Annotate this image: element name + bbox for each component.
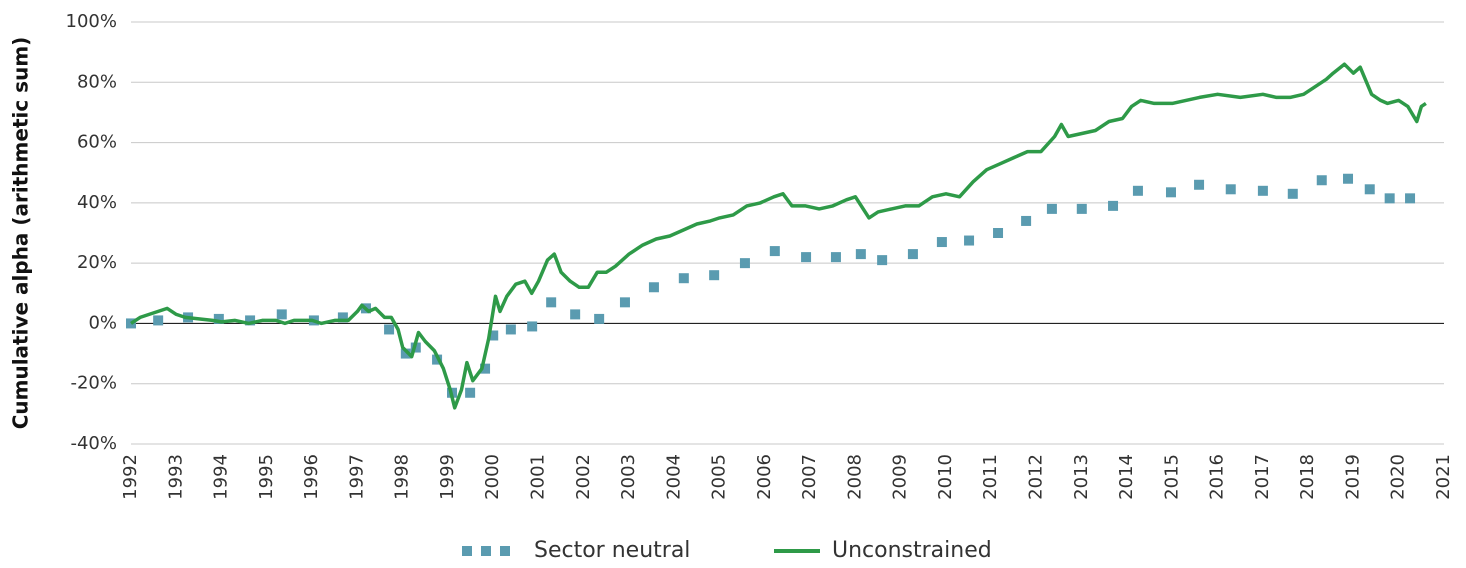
x-tick-label: 2020 [1388,454,1409,500]
marker [337,312,348,323]
x-tick-label: 2013 [1071,454,1092,500]
marker [245,315,256,326]
marker [1343,173,1354,184]
line [130,62,1427,410]
x-tick-label: 1995 [256,454,277,500]
marker [709,270,720,281]
marker [570,309,581,320]
marker [1225,184,1236,195]
x-tick-label: 1996 [301,454,322,500]
marker [1287,188,1298,199]
marker [907,249,918,260]
x-tick-label: 2008 [844,454,865,500]
y-tick-label: -20% [70,373,117,394]
marker [1021,215,1032,226]
marker [153,315,164,326]
marker [1364,184,1375,195]
x-tick-label: 2001 [527,454,548,500]
marker [1316,175,1327,186]
x-tick-label: 2000 [482,454,503,500]
y-tick-label: 0% [88,312,117,333]
x-tick-label: 2015 [1161,454,1182,500]
y-tick-label: 40% [77,192,117,213]
marker [126,318,136,329]
legend-symbol [500,546,510,556]
marker [830,252,841,263]
x-tick-label: 2011 [980,454,1001,500]
legend-symbol [481,546,491,556]
marker [1257,185,1268,196]
marker [1405,193,1416,204]
y-tick-label: 80% [77,71,117,92]
marker [1194,179,1205,190]
x-tick-label: 2010 [935,454,956,500]
x-tick-label: 2003 [618,454,639,500]
y-axis-label: Cumulative alpha (arithmetic sum) [9,37,33,430]
marker [1108,200,1119,211]
x-tick-label: 2012 [1026,454,1047,500]
marker [1076,203,1087,214]
marker [678,273,689,284]
x-tick-label: 1993 [165,454,186,500]
marker [527,321,538,332]
x-tick-label: 2007 [799,454,820,500]
marker [400,348,411,359]
marker [648,282,659,293]
x-tick-label: 2002 [573,454,594,500]
y-tick-label: -40% [70,433,117,454]
y-tick-label: 60% [77,132,117,153]
x-tick-label: 2006 [754,454,775,500]
marker [936,237,947,248]
legend-symbol [462,546,472,556]
legend-label: Unconstrained [832,538,992,563]
marker [801,252,812,263]
marker [1132,185,1143,196]
x-tick-label: 2016 [1207,454,1228,500]
marker [877,255,888,266]
x-tick-label: 2009 [890,454,911,500]
marker [855,249,866,260]
marker [993,228,1004,238]
x-tick-label: 2021 [1433,454,1454,500]
x-tick-label: 1997 [346,454,367,500]
x-tick-label: 1999 [437,454,458,500]
x-tick-label: 1992 [120,454,141,500]
x-tick-label: 1994 [211,454,232,500]
x-tick-label: 2005 [709,454,730,500]
y-tick-label: 100% [66,11,117,32]
marker [1384,193,1395,204]
x-tick-label: 2004 [663,454,684,500]
marker [488,330,499,341]
marker [964,235,975,246]
marker [769,246,780,257]
marker [619,297,630,308]
marker [384,324,395,335]
marker [1165,187,1176,198]
marker [546,297,557,308]
legend-label: Sector neutral [534,538,690,563]
marker [739,258,750,269]
x-tick-label: 2017 [1252,454,1273,500]
y-tick-label: 20% [77,252,117,273]
marker [505,324,516,335]
marker [276,309,287,320]
x-tick-label: 2018 [1297,454,1318,500]
marker [1046,203,1057,214]
x-tick-label: 2019 [1342,454,1363,500]
x-tick-label: 2014 [1116,454,1137,500]
marker [594,313,605,324]
marker [465,387,476,398]
marker [480,363,491,374]
marker [213,313,224,324]
x-tick-label: 1998 [392,454,413,500]
